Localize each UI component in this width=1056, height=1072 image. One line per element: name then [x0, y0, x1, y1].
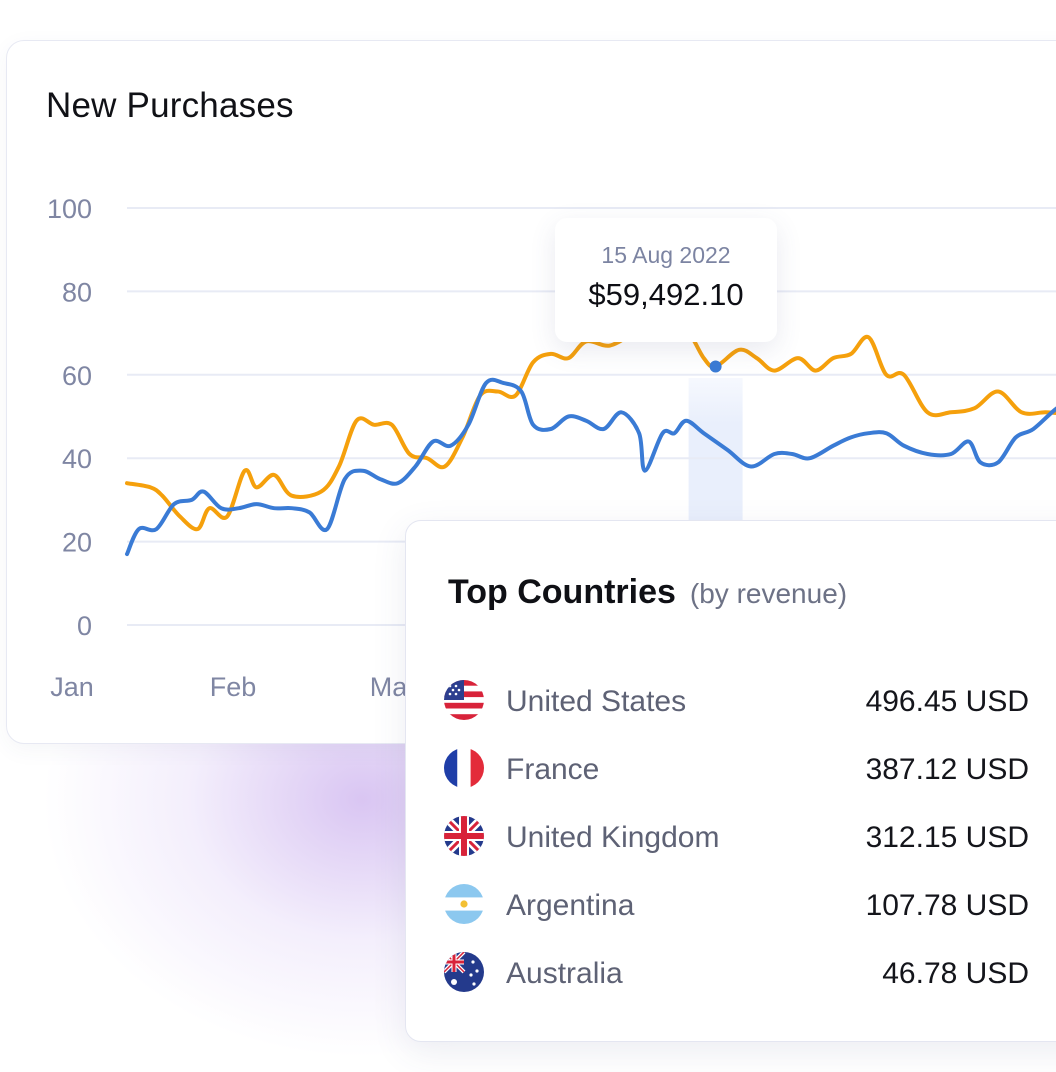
flag-ar-icon [444, 884, 484, 924]
flag-uk-icon [444, 816, 484, 856]
top-countries-card: Top Countries (by revenue) United States … [405, 520, 1056, 1042]
highlight-band [688, 378, 743, 528]
card-title: New Purchases [46, 86, 294, 125]
country-revenue: 387.12 USD [865, 753, 1029, 786]
series-line-blue [125, 377, 1056, 557]
flag-fr-icon [444, 748, 484, 788]
country-row[interactable]: France 387.12 USD [444, 743, 1029, 793]
country-row[interactable]: United Kingdom 312.15 USD [444, 811, 1029, 861]
top-countries-header: Top Countries (by revenue) [448, 573, 847, 612]
country-name: United Kingdom [506, 821, 720, 854]
top-countries-title: Top Countries [448, 573, 676, 611]
y-tick-label: 100 [47, 194, 92, 224]
country-row[interactable]: Australia 46.78 USD [444, 947, 1029, 997]
top-countries-subtitle: (by revenue) [689, 578, 848, 609]
country-revenue: 46.78 USD [882, 957, 1029, 990]
country-name: France [506, 753, 600, 786]
tooltip-value: $59,492.10 [588, 277, 744, 312]
country-revenue: 312.15 USD [865, 821, 1029, 854]
y-tick-label: 40 [62, 444, 92, 474]
y-tick-label: 60 [62, 361, 92, 391]
country-revenue: 107.78 USD [865, 889, 1029, 922]
tooltip-date: 15 Aug 2022 [601, 242, 731, 268]
country-row[interactable]: Argentina 107.78 USD [444, 879, 1029, 929]
country-row[interactable]: United States 496.45 USD [444, 675, 1029, 725]
x-tick-label: Feb [210, 672, 257, 702]
chart-tooltip: 15 Aug 2022 $59,492.10 [555, 218, 777, 342]
highlight-point[interactable] [709, 360, 722, 373]
country-name: Australia [506, 957, 623, 990]
flag-au-icon [444, 952, 484, 992]
country-revenue: 496.45 USD [865, 685, 1029, 718]
y-tick-label: 0 [77, 611, 92, 641]
country-name: United States [506, 685, 687, 718]
y-tick-label: 80 [62, 277, 92, 307]
series-line-orange [125, 322, 1056, 532]
y-tick-label: 20 [62, 528, 92, 558]
flag-us-icon [444, 680, 484, 720]
country-name: Argentina [506, 889, 635, 922]
x-tick-label: Jan [50, 672, 94, 702]
